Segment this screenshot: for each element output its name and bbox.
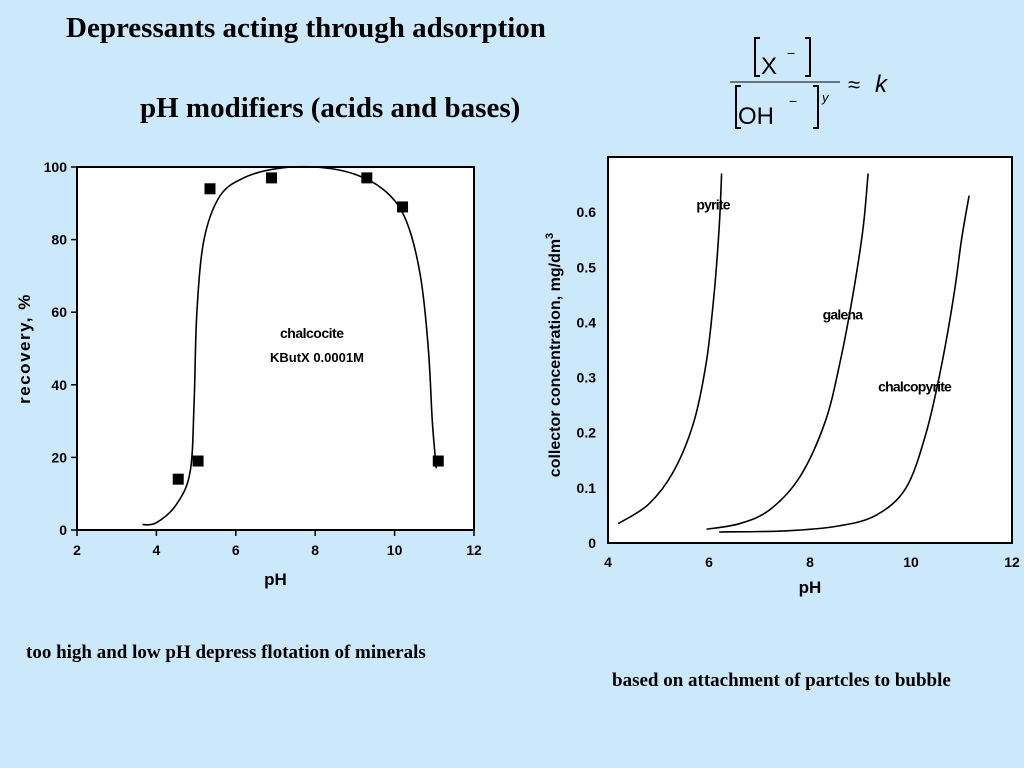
y-tick-label: 100 bbox=[44, 159, 68, 175]
recovery-chart: 2 4 6 8 10 12 0 20 40 60 80 100 pH recovery, % chalcoc… bbox=[15, 159, 482, 589]
y-tick-label: 40 bbox=[51, 377, 67, 393]
series-line-pyrite bbox=[617, 173, 723, 525]
x-tick-label: 4 bbox=[604, 554, 612, 570]
right-bracket-icon bbox=[805, 37, 811, 77]
left-bracket-icon bbox=[735, 85, 741, 129]
y-tick-label: 60 bbox=[51, 304, 67, 320]
x-tick-label: 12 bbox=[1004, 554, 1020, 570]
y-tick-label: 20 bbox=[51, 449, 67, 465]
y-tick-label: 0.5 bbox=[577, 259, 597, 275]
y-tick-label: 0 bbox=[588, 535, 596, 551]
x-tick-label: 10 bbox=[903, 554, 919, 570]
formula-denominator: OH bbox=[738, 103, 774, 130]
slide-subtitle: pH modifiers (acids and bases) bbox=[140, 92, 521, 124]
formula-approx: ≈ bbox=[848, 72, 860, 97]
data-point bbox=[172, 473, 184, 485]
equilibrium-formula: X − OH − y ≈ k bbox=[730, 37, 889, 130]
x-tick-label: 10 bbox=[387, 542, 403, 558]
annotation-collector: KButX 0.0001M bbox=[270, 350, 364, 365]
series-label-pyrite: pyrite bbox=[696, 196, 730, 212]
formula-numerator-charge: − bbox=[787, 45, 795, 61]
series-label-galena: galena bbox=[823, 307, 864, 323]
data-point bbox=[361, 172, 373, 184]
formula-exponent: y bbox=[821, 90, 830, 105]
x-tick-label: 2 bbox=[73, 542, 81, 558]
series-label-chalcopyrite: chalcopyrite bbox=[878, 378, 952, 394]
x-tick-label: 6 bbox=[232, 542, 240, 558]
series-line-galena bbox=[706, 173, 869, 530]
annotation-mineral: chalcocite bbox=[280, 325, 344, 341]
formula-numerator: X bbox=[761, 53, 777, 80]
formula-rhs: k bbox=[875, 71, 889, 98]
formula-denominator-charge: − bbox=[789, 93, 797, 109]
y-tick-label: 0.1 bbox=[577, 480, 597, 496]
data-point bbox=[192, 455, 204, 467]
series-line-chalcopyrite bbox=[719, 195, 970, 533]
x-axis-label: pH bbox=[264, 570, 287, 589]
y-tick-label: 0.6 bbox=[577, 204, 597, 220]
y-axis-label-superscript: 3 bbox=[544, 233, 556, 239]
x-tick-label: 8 bbox=[311, 542, 319, 558]
data-point bbox=[432, 455, 444, 467]
caption-right: based on attachment of partcles to bubbl… bbox=[612, 670, 951, 691]
x-tick-label: 12 bbox=[466, 542, 482, 558]
y-axis-label: collector concentration, mg/dm3 bbox=[544, 233, 564, 477]
x-axis-label: pH bbox=[799, 578, 822, 597]
y-tick-label: 0.4 bbox=[577, 314, 597, 330]
data-point bbox=[204, 183, 216, 195]
recovery-curve bbox=[142, 165, 438, 526]
data-point bbox=[266, 172, 278, 184]
plot-area bbox=[76, 166, 475, 531]
y-axis-label: recovery, % bbox=[15, 293, 34, 404]
y-tick-label: 80 bbox=[51, 232, 67, 248]
y-tick-label: 0.3 bbox=[577, 370, 597, 386]
collector-concentration-chart: 4 6 8 10 12 0 0.1 0.2 0.3 0.4 0.5 0.6 pH collector co… bbox=[544, 156, 1020, 597]
x-tick-label: 6 bbox=[705, 554, 713, 570]
slide-title: Depressants acting through adsorption bbox=[66, 12, 546, 44]
data-point bbox=[397, 201, 409, 213]
caption-left: too high and low pH depress flotation of… bbox=[26, 642, 426, 663]
left-bracket-icon bbox=[754, 37, 760, 77]
y-tick-label: 0.2 bbox=[577, 425, 597, 441]
plot-area bbox=[607, 156, 1013, 544]
right-bracket-icon bbox=[813, 85, 819, 129]
x-tick-label: 4 bbox=[153, 542, 161, 558]
y-tick-label: 0 bbox=[59, 522, 67, 538]
x-tick-label: 8 bbox=[806, 554, 814, 570]
